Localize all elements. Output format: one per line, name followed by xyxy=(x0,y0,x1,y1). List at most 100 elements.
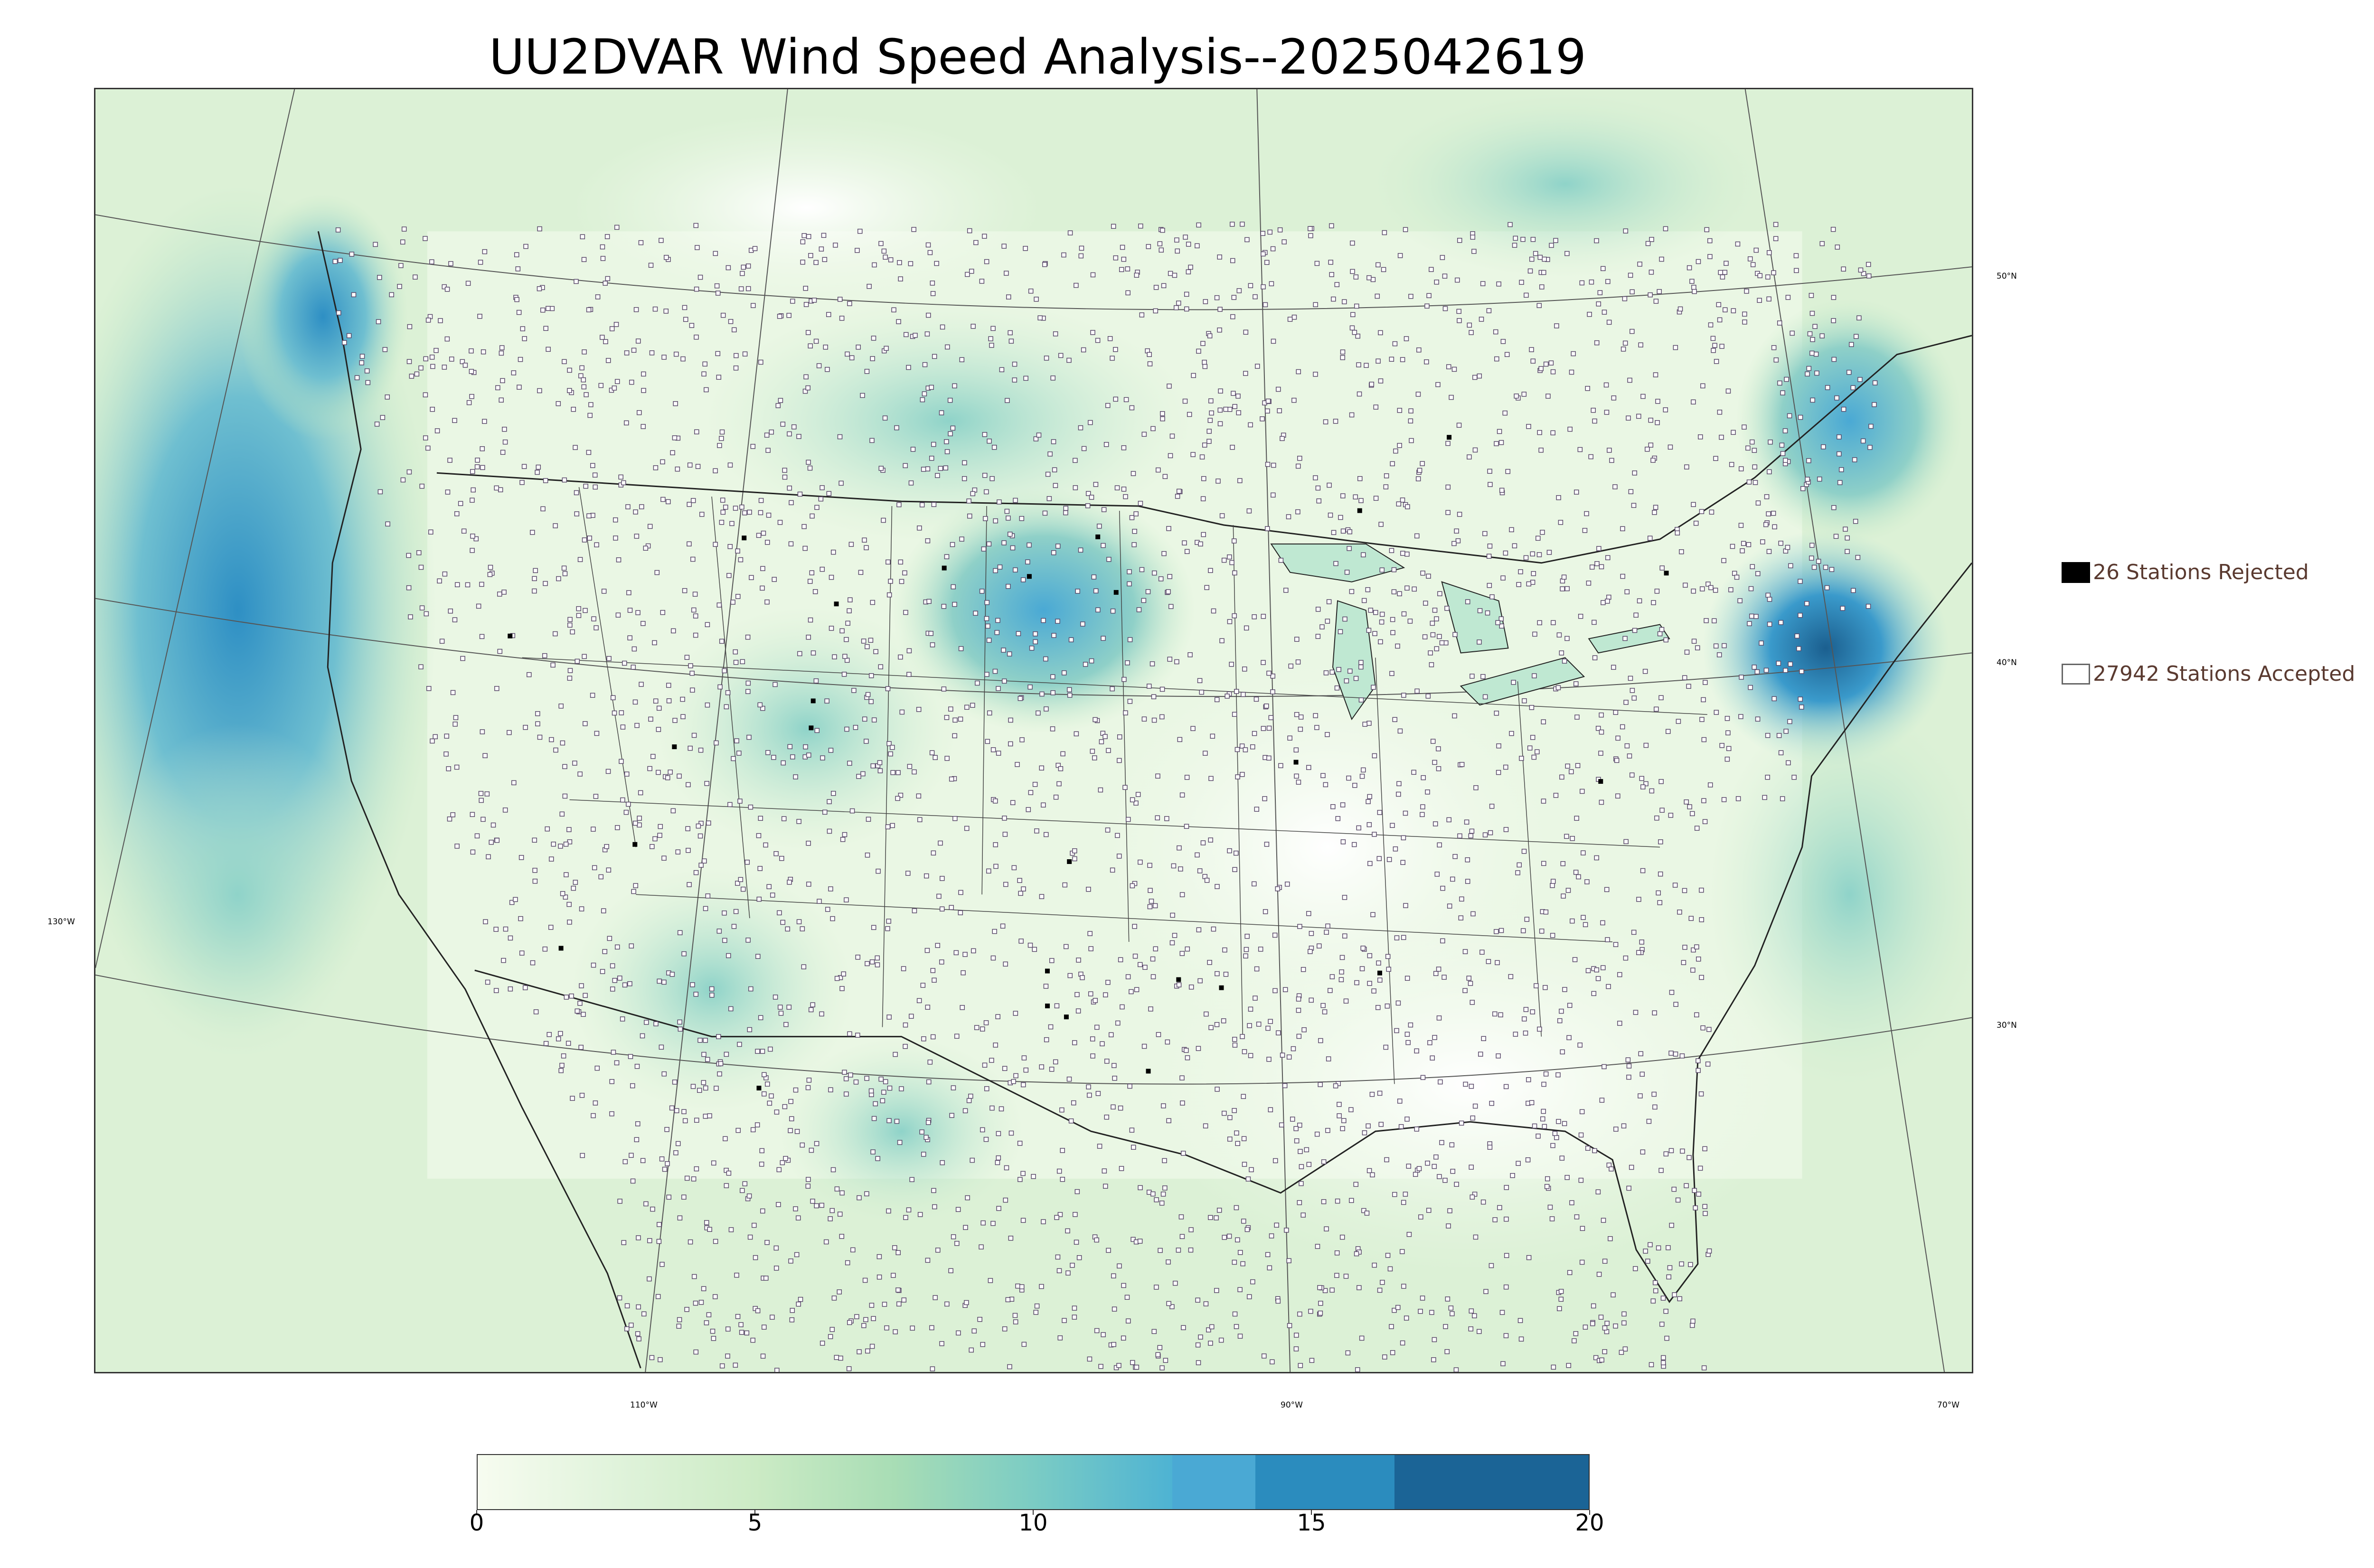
hudson-wind xyxy=(1366,89,1764,279)
accepted-station-marker xyxy=(1361,552,1366,557)
accepted-station-marker xyxy=(853,725,858,730)
accepted-station-marker xyxy=(1867,445,1873,450)
accepted-station-marker xyxy=(684,1175,690,1181)
accepted-station-marker xyxy=(727,462,733,468)
accepted-station-marker xyxy=(1354,1251,1359,1257)
accepted-station-marker xyxy=(1267,1265,1272,1271)
accepted-station-marker xyxy=(1837,480,1843,485)
accepted-station-marker xyxy=(1539,929,1545,934)
accepted-station-marker xyxy=(926,1079,932,1085)
accepted-station-marker xyxy=(917,526,922,531)
accepted-station-marker xyxy=(1446,364,1451,369)
accepted-station-marker xyxy=(1740,548,1745,554)
accepted-station-marker xyxy=(454,511,460,516)
accepted-station-marker xyxy=(891,307,896,313)
accepted-station-marker xyxy=(1232,1311,1238,1317)
accepted-station-marker xyxy=(666,499,671,505)
accepted-station-marker xyxy=(562,571,568,576)
accepted-station-marker xyxy=(808,1007,814,1013)
accepted-station-marker xyxy=(1061,670,1067,676)
accepted-station-marker xyxy=(869,1303,875,1308)
accepted-station-marker xyxy=(519,480,525,485)
accepted-station-marker xyxy=(895,796,900,801)
accepted-station-marker xyxy=(1503,1333,1509,1338)
accepted-station-marker xyxy=(1492,1217,1498,1222)
accepted-station-marker xyxy=(1654,589,1660,594)
accepted-station-marker xyxy=(1237,478,1243,483)
accepted-station-marker xyxy=(1615,793,1620,799)
accepted-station-marker xyxy=(1809,555,1814,561)
accepted-station-marker xyxy=(1203,751,1208,756)
accepted-station-marker xyxy=(1833,534,1839,539)
accepted-station-marker xyxy=(719,520,725,525)
accepted-station-marker xyxy=(698,863,704,868)
accepted-station-marker xyxy=(1472,375,1478,380)
accepted-station-marker xyxy=(814,1141,820,1146)
accepted-station-marker xyxy=(1530,735,1536,740)
accepted-station-marker xyxy=(351,292,357,298)
colorbar-tick-label: 20 xyxy=(1575,1510,1604,1536)
accepted-station-marker xyxy=(984,672,989,677)
accepted-station-marker xyxy=(919,502,925,507)
accepted-station-marker xyxy=(650,754,656,759)
accepted-station-marker xyxy=(903,1043,908,1049)
accepted-station-marker xyxy=(648,263,654,268)
accepted-station-marker xyxy=(1404,976,1410,981)
accepted-station-marker xyxy=(1057,1335,1063,1341)
accepted-station-marker xyxy=(1021,1055,1027,1061)
accepted-station-marker xyxy=(1323,419,1328,424)
accepted-station-marker xyxy=(1386,967,1392,972)
accepted-station-marker xyxy=(951,1085,956,1090)
accepted-station-marker xyxy=(1636,413,1641,419)
accepted-station-marker xyxy=(532,576,537,582)
accepted-station-marker xyxy=(1130,883,1135,889)
accepted-station-marker xyxy=(1227,619,1233,624)
accepted-station-marker xyxy=(502,426,507,432)
accepted-station-marker xyxy=(1872,402,1877,407)
accepted-station-marker xyxy=(1831,505,1837,510)
accepted-station-marker xyxy=(1041,1219,1046,1224)
accepted-station-marker xyxy=(1520,928,1526,933)
accepted-station-marker xyxy=(1706,1248,1712,1254)
accepted-station-marker xyxy=(1018,891,1023,896)
accepted-station-marker xyxy=(1121,487,1127,492)
state-borders xyxy=(522,487,1707,1084)
accepted-station-marker xyxy=(693,613,698,619)
accepted-station-marker xyxy=(986,868,991,874)
accepted-station-marker xyxy=(1529,705,1535,710)
accepted-station-marker xyxy=(990,326,996,331)
accepted-station-marker xyxy=(947,397,953,403)
accepted-station-marker xyxy=(537,388,542,394)
accepted-station-marker xyxy=(814,728,820,733)
accepted-station-marker xyxy=(950,542,955,547)
accepted-station-marker xyxy=(930,1366,935,1371)
accepted-station-marker xyxy=(1373,610,1378,615)
accepted-station-marker xyxy=(931,850,936,856)
accepted-station-marker xyxy=(564,995,569,1000)
accepted-station-marker xyxy=(983,516,988,521)
accepted-station-marker xyxy=(419,483,424,489)
accepted-station-marker xyxy=(1657,289,1662,294)
graticule xyxy=(95,89,1972,1372)
accepted-station-marker xyxy=(824,1239,829,1245)
accepted-station-marker xyxy=(1333,419,1338,424)
accepted-station-marker xyxy=(1214,1022,1220,1027)
accepted-station-marker xyxy=(1658,1168,1664,1173)
accepted-station-marker xyxy=(665,775,670,780)
accepted-station-marker xyxy=(1403,903,1408,908)
accepted-station-marker xyxy=(1329,223,1334,228)
accepted-station-marker xyxy=(1595,976,1601,981)
accepted-station-marker xyxy=(1426,573,1431,579)
accepted-station-marker xyxy=(1366,799,1371,804)
accepted-station-marker xyxy=(990,955,996,961)
accepted-station-marker xyxy=(749,575,754,580)
accepted-station-marker xyxy=(1331,296,1336,302)
accepted-station-marker xyxy=(1757,273,1763,278)
accepted-station-marker xyxy=(1713,588,1718,593)
accepted-station-marker xyxy=(1764,494,1770,499)
accepted-station-marker xyxy=(996,686,1001,691)
accepted-station-marker xyxy=(1167,657,1173,662)
accepted-station-marker xyxy=(1119,1166,1124,1171)
accepted-station-marker xyxy=(652,836,658,842)
accepted-station-marker xyxy=(1702,819,1708,825)
